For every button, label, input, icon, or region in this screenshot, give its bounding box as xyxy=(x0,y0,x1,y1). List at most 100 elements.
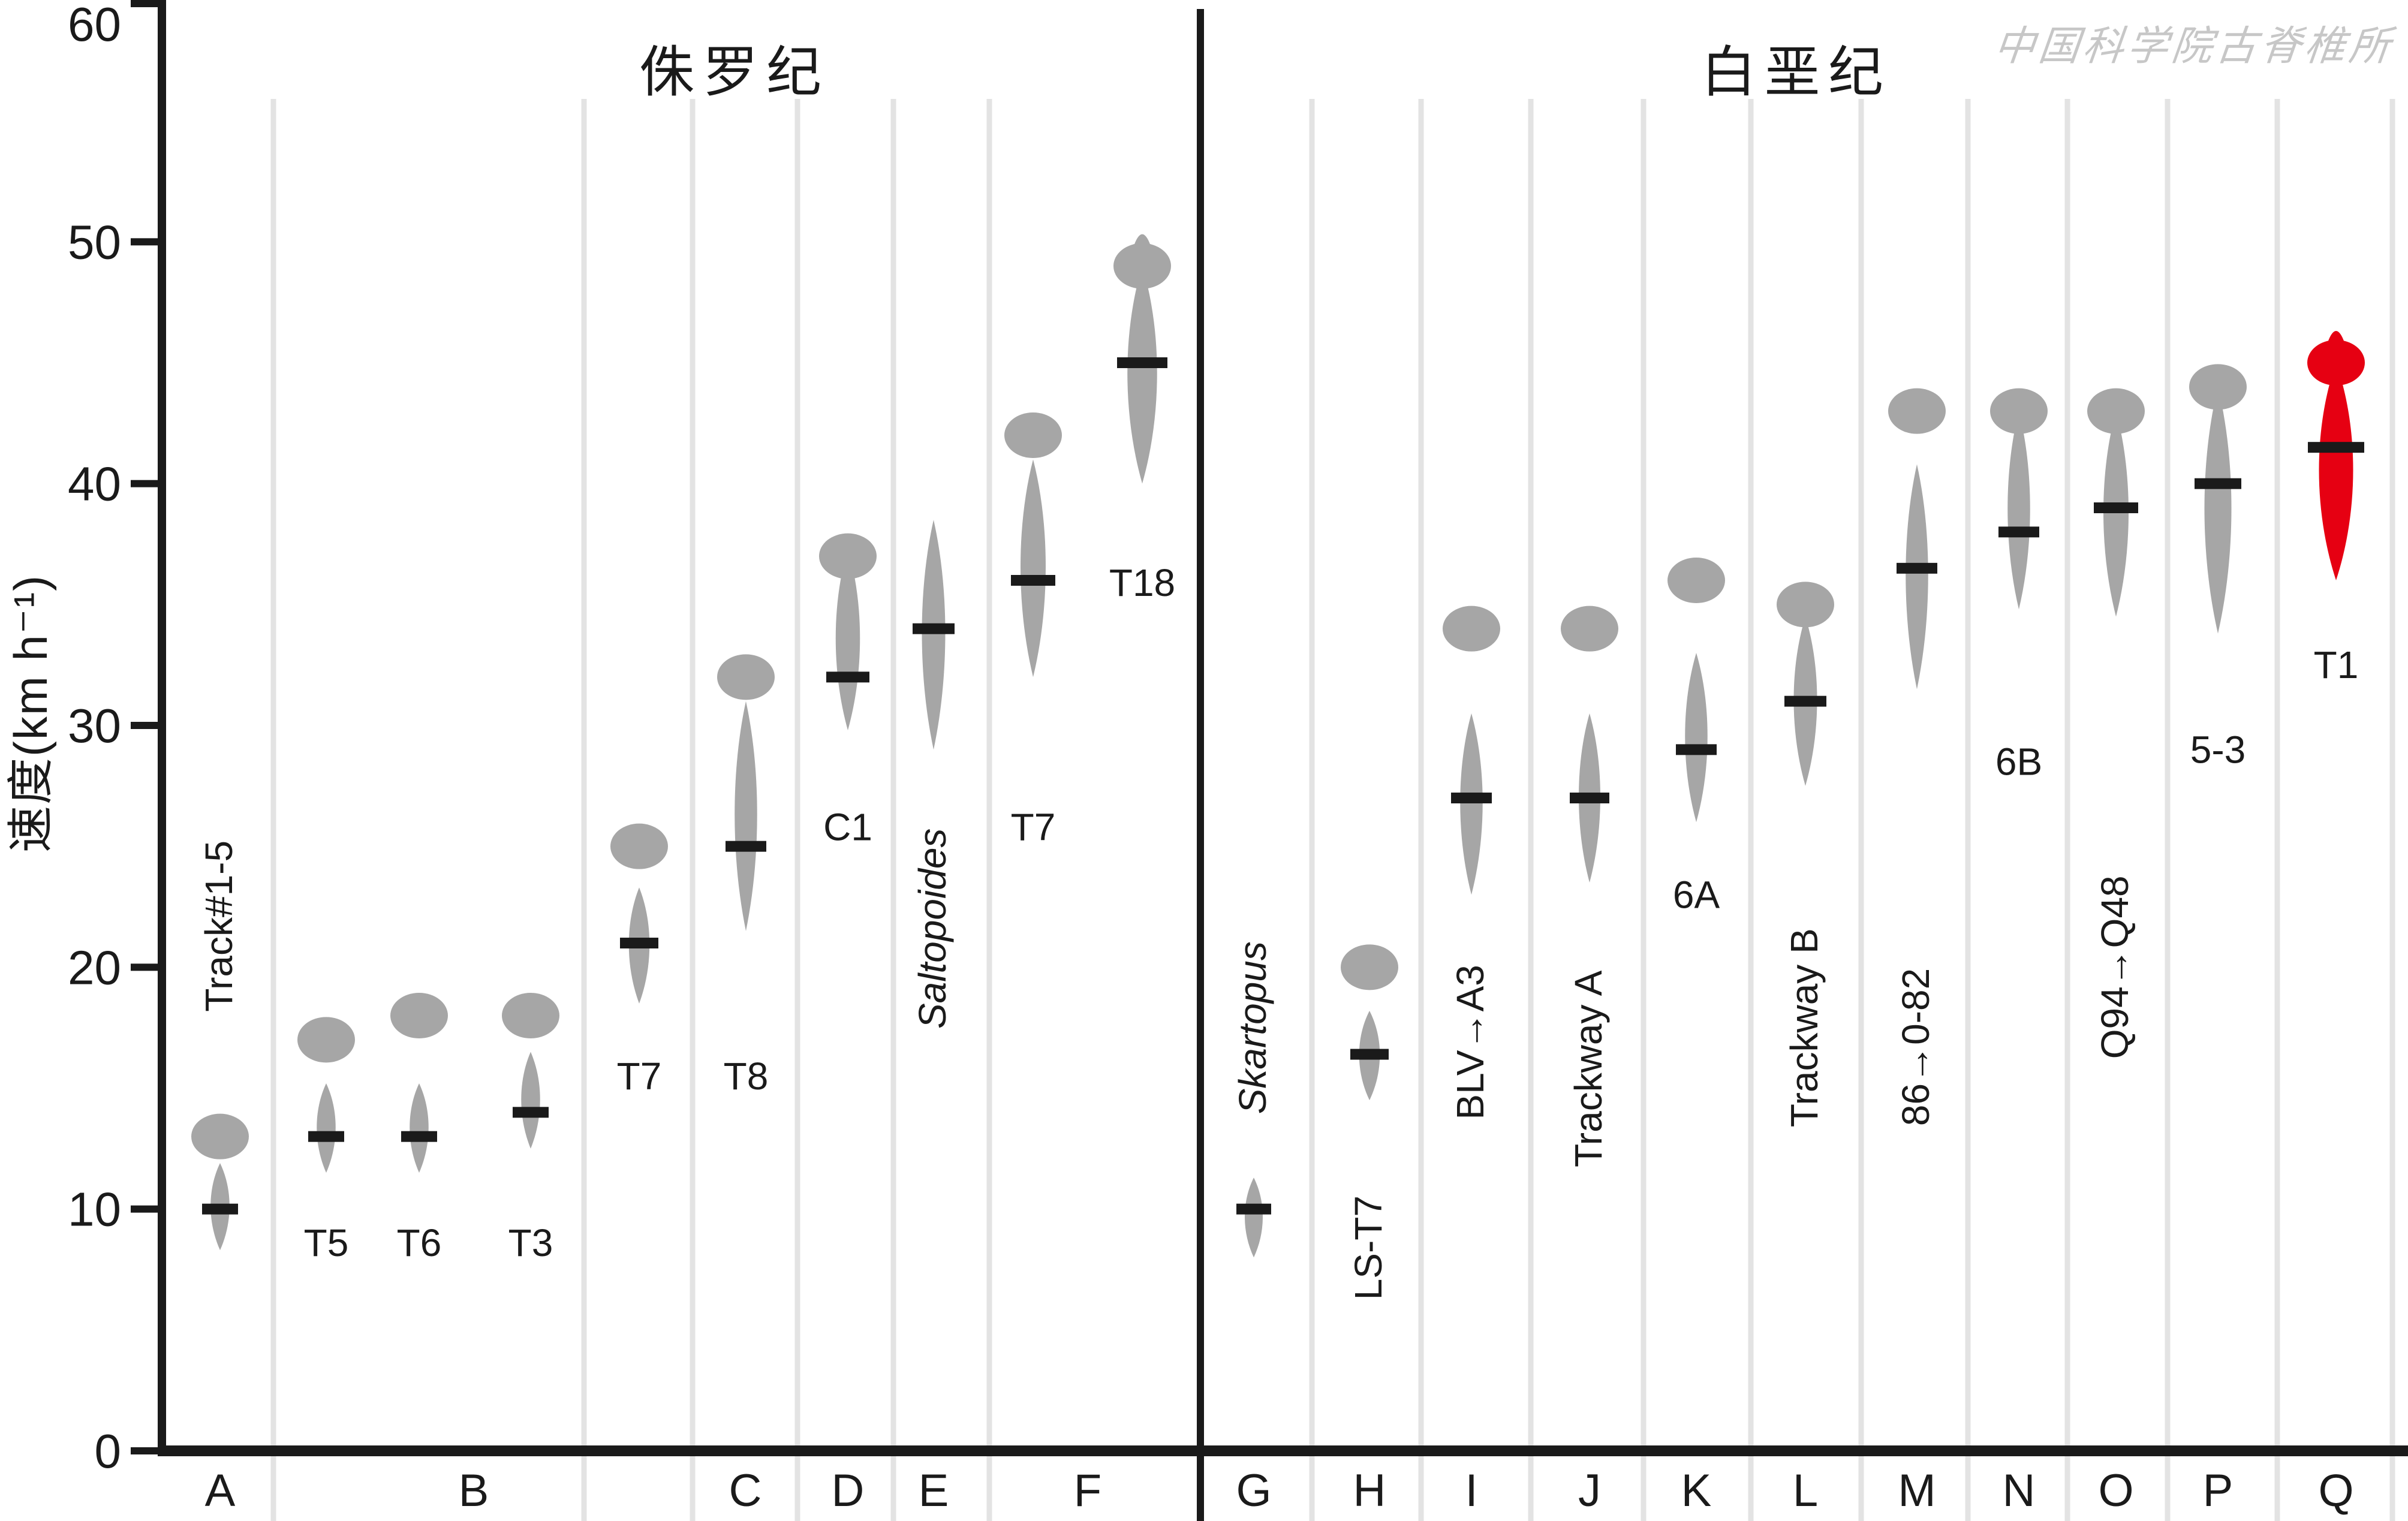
violin-column-C1: C1 xyxy=(819,533,877,848)
group-separator-line xyxy=(890,99,896,1521)
median-dash xyxy=(1451,793,1492,804)
y-tick xyxy=(131,963,162,971)
violin-column-T7: T7 xyxy=(610,823,668,1098)
group-separator-line xyxy=(1418,99,1424,1521)
speed-range-violin xyxy=(521,1052,540,1149)
category-letter-N: N xyxy=(2003,1465,2036,1516)
column-label: T8 xyxy=(724,1055,769,1098)
median-dash xyxy=(1998,526,2039,538)
max-speed-dot xyxy=(1443,606,1500,652)
speed-range-violin xyxy=(835,549,860,731)
x-axis-line xyxy=(158,1445,2408,1456)
median-dash xyxy=(620,938,658,949)
category-letter-M: M xyxy=(1898,1465,1936,1516)
category-letter-O: O xyxy=(2098,1465,2133,1516)
category-letter-K: K xyxy=(1681,1465,1712,1516)
column-label: Skartopus xyxy=(1231,941,1274,1114)
category-letter-G: G xyxy=(1236,1465,1271,1516)
max-speed-dot xyxy=(1561,606,1618,652)
group-separators xyxy=(270,9,2395,1521)
y-tick-label: 50 xyxy=(68,215,121,269)
max-speed-dot xyxy=(297,1017,355,1063)
column-label: T18 xyxy=(1109,561,1175,604)
column-label: 5-3 xyxy=(2190,728,2246,771)
column-label: T5 xyxy=(304,1221,349,1264)
max-speed-dot xyxy=(717,654,775,700)
speed-range-violin xyxy=(2319,363,2353,581)
group-separator-line xyxy=(1748,99,1754,1521)
dot-tip xyxy=(1133,234,1152,249)
dot-tip xyxy=(2326,331,2346,347)
y-tick-label: 20 xyxy=(68,941,121,994)
column-label: Track#1-5 xyxy=(197,841,240,1012)
violin-column-T5: T5 xyxy=(297,1017,355,1264)
median-dash xyxy=(1570,793,1609,804)
median-dash xyxy=(2195,478,2241,489)
group-separator-line xyxy=(1641,99,1647,1521)
category-letter-H: H xyxy=(1353,1465,1386,1516)
group-separator-line xyxy=(1528,99,1534,1521)
violin-column-T8: T8 xyxy=(717,654,775,1098)
column-label: 86→0-82 xyxy=(1894,968,1937,1126)
group-separator-line xyxy=(794,99,800,1521)
speed-range-violin xyxy=(317,1083,336,1173)
group-separator-line xyxy=(1965,99,1971,1521)
violin-column-T7: T7 xyxy=(1004,412,1062,848)
max-speed-dot xyxy=(1667,558,1725,604)
y-tick-label: 0 xyxy=(95,1424,122,1478)
speed-range-violin xyxy=(1245,1177,1263,1258)
category-letter-E: E xyxy=(919,1465,949,1516)
column-label: Trackway B xyxy=(1783,928,1826,1127)
median-dash xyxy=(913,623,955,634)
max-speed-dot xyxy=(2307,340,2365,386)
max-speed-dot xyxy=(1004,412,1062,459)
violin-column-T18: T18 xyxy=(1109,234,1175,604)
group-separator-line xyxy=(986,99,992,1521)
y-tick xyxy=(131,480,162,487)
violin-column-6A: 6A xyxy=(1667,558,1725,916)
group-separator-line xyxy=(2274,99,2280,1521)
column-label: Saltopoides xyxy=(911,829,954,1029)
group-separator-line xyxy=(581,99,587,1521)
violin-column-Trackway-B: Trackway B xyxy=(1777,582,1834,1127)
max-speed-dot xyxy=(610,823,668,869)
max-speed-dot xyxy=(2189,364,2247,410)
speed-range-violin xyxy=(410,1083,429,1173)
median-dash xyxy=(726,841,766,852)
violin-column-T3: T3 xyxy=(502,993,559,1264)
violin-column-Trackway-A: Trackway A xyxy=(1561,606,1618,1167)
watermark-ivpp: 中国科学院古脊椎所 xyxy=(1992,23,2398,70)
max-speed-dot xyxy=(502,993,559,1039)
category-letter-D: D xyxy=(832,1465,865,1516)
category-letter-I: I xyxy=(1465,1465,1477,1516)
max-speed-dot xyxy=(1341,944,1398,990)
violin-column-BLV-A3: BLV→A3 xyxy=(1443,606,1500,1120)
median-dash xyxy=(1897,562,1937,574)
group-separator-line xyxy=(270,99,276,1521)
column-label: C1 xyxy=(823,805,872,848)
category-letter-B: B xyxy=(459,1465,489,1516)
y-axis-label: 速度(km h⁻¹) xyxy=(4,574,57,853)
y-tick xyxy=(131,0,162,7)
speed-range-violin xyxy=(1460,713,1483,895)
column-label: T3 xyxy=(508,1221,553,1264)
speed-range-violin xyxy=(1685,653,1708,823)
median-dash xyxy=(202,1203,238,1215)
median-dash xyxy=(1350,1049,1389,1060)
violin-column-LS-T7: LS-T7 xyxy=(1341,944,1398,1300)
violin-column-Saltopoides: Saltopoides xyxy=(911,520,955,1029)
violin-column-5-3: 5-3 xyxy=(2189,364,2247,771)
violin-column-Track-1-5: Track#1-5 xyxy=(191,841,249,1251)
group-separator-line xyxy=(690,99,696,1521)
speed-range-violin xyxy=(2204,387,2232,634)
axes: 0 10 20 30 40 50 60 xyxy=(68,0,2408,1478)
median-dash xyxy=(826,671,869,683)
category-letter-C: C xyxy=(729,1465,762,1516)
median-dash xyxy=(1784,695,1826,707)
speed-range-violin xyxy=(2007,411,2030,610)
y-tick-label: 30 xyxy=(68,699,121,752)
speed-range-violin xyxy=(1021,459,1046,677)
median-dash xyxy=(1236,1203,1271,1215)
